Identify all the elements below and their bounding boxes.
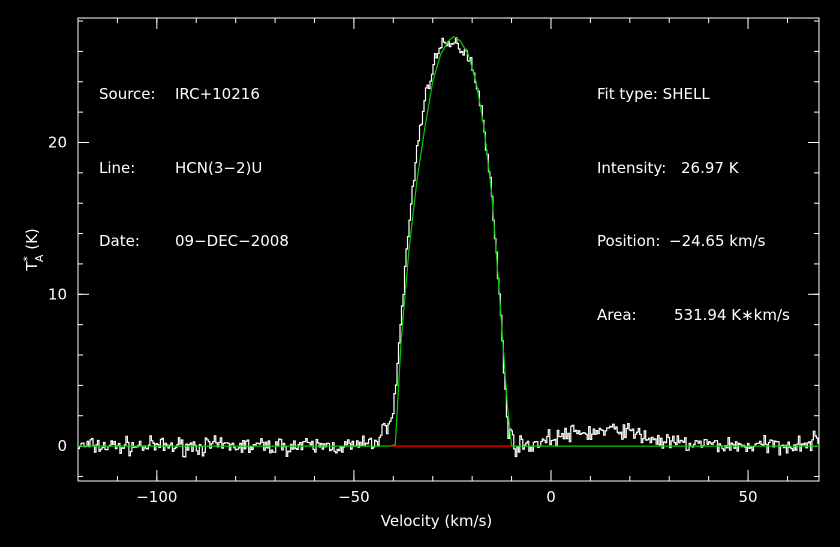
line-value: HCN(3−2)U: [175, 158, 263, 177]
date-value: 09−DEC−2008: [175, 232, 289, 250]
fit-type: Fit type: SHELL: [597, 85, 710, 103]
x-tick-label: −100: [136, 488, 177, 506]
y-tick-label: 0: [57, 437, 67, 455]
x-tick-label: 50: [739, 488, 758, 506]
intensity-label: Intensity:: [597, 158, 667, 177]
plot-area: −100 −50 0 50 0 10 20 Velocity (km/s) T*A (K): [21, 17, 820, 530]
x-tick-label: 0: [546, 488, 556, 506]
x-tick-label: −50: [338, 488, 370, 506]
header-left: Source: IRC+10216 Line: HCN(3−2)U Date: 09−…: [99, 33, 289, 278]
header-right: Fit type: SHELL Intensity: 26.97 K Positi…: [597, 33, 790, 352]
area-label: Area:: [597, 305, 637, 324]
date-label: Date:: [99, 232, 140, 250]
source-label: Source:: [99, 85, 156, 103]
y-tick-label: 20: [48, 133, 67, 151]
area-value: 531.94 K∗km/s: [674, 305, 790, 324]
shell-fit-line: [78, 35, 819, 447]
source-value: IRC+10216: [175, 85, 260, 103]
position-label: Position:: [597, 232, 661, 250]
x-axis-title: Velocity (km/s): [381, 512, 492, 530]
line-label: Line:: [99, 158, 136, 177]
position-value: −24.65 km/s: [669, 232, 766, 250]
plot-frame: [77, 17, 820, 482]
y-axis-title: T*A (K): [21, 228, 46, 272]
y-tick-label: 10: [48, 285, 67, 303]
intensity-value: 26.97 K: [681, 158, 739, 177]
